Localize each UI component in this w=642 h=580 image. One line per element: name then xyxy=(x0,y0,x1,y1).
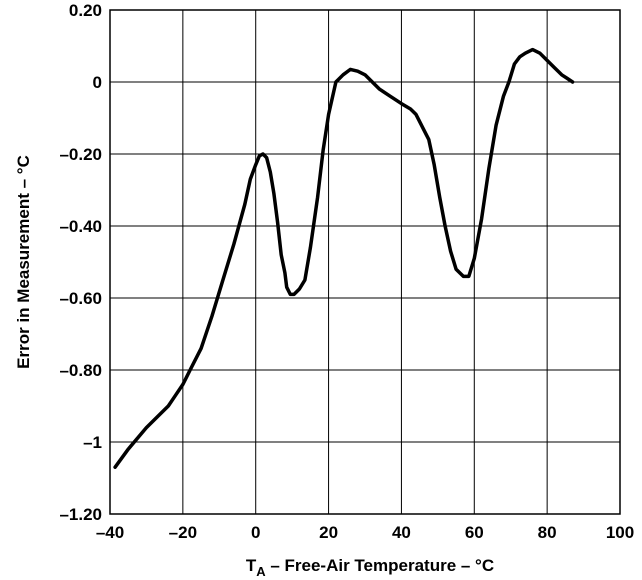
x-tick-label: 40 xyxy=(392,523,411,542)
y-axis-title: Error in Measurement – °C xyxy=(14,155,33,369)
x-axis-title: TA – Free-Air Temperature – °C xyxy=(246,556,494,579)
x-tick-label: 100 xyxy=(606,523,634,542)
y-tick-label: –0.60 xyxy=(59,289,102,308)
y-tick-label: –0.20 xyxy=(59,145,102,164)
x-axis-title-rest: – Free-Air Temperature – °C xyxy=(266,556,495,575)
x-tick-labels: –40 –20 0 20 40 60 80 100 xyxy=(96,523,634,542)
y-tick-label: –0.80 xyxy=(59,361,102,380)
y-tick-label: –1.20 xyxy=(59,505,102,524)
x-tick-label: 80 xyxy=(538,523,557,542)
y-tick-labels: 0.20 0 –0.20 –0.40 –0.60 –0.80 –1 –1.20 xyxy=(59,1,102,524)
x-tick-label: 0 xyxy=(251,523,260,542)
y-tick-label: –0.40 xyxy=(59,217,102,236)
x-axis-title-main: T xyxy=(246,556,257,575)
x-tick-label: 20 xyxy=(319,523,338,542)
y-tick-label: 0 xyxy=(93,73,102,92)
y-tick-label: 0.20 xyxy=(69,1,102,20)
error-curve-line xyxy=(113,47,575,469)
x-tick-label: –20 xyxy=(169,523,197,542)
x-tick-label: –40 xyxy=(96,523,124,542)
x-axis-title-subscript: A xyxy=(256,564,266,579)
plot-frame xyxy=(109,9,621,515)
grid-lines xyxy=(110,10,620,514)
x-tick-label: 60 xyxy=(465,523,484,542)
y-tick-label: –1 xyxy=(83,433,102,452)
series-layer xyxy=(113,47,575,469)
